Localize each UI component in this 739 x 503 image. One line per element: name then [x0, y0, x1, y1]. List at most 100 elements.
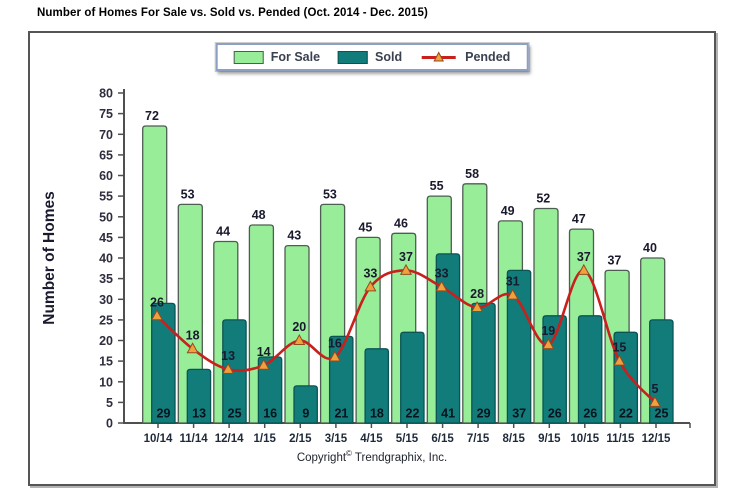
x-tick-label: 11/14 [180, 433, 209, 445]
sold-value-label: 16 [263, 407, 277, 421]
y-tick-label: 50 [99, 210, 113, 224]
pended-value-label: 26 [150, 295, 164, 309]
pended-value-label: 15 [612, 341, 626, 355]
pended-value-label: 37 [577, 250, 591, 264]
sold-value-label: 29 [157, 407, 171, 421]
legend-item-pended: Pended [420, 50, 510, 64]
y-axis-ticks: 0 5 10 15 20 25 30 35 40 45 50 55 60 65 70 75 80 [99, 87, 124, 431]
y-tick-label: 40 [99, 252, 113, 266]
for-sale-value-label: 46 [394, 216, 408, 230]
page-title: Number of Homes For Sale vs. Sold vs. Pe… [37, 7, 428, 19]
for-sale-swatch-icon [233, 50, 264, 64]
pended-value-label: 33 [435, 266, 449, 280]
for-sale-value-label: 72 [145, 109, 159, 123]
pended-value-label: 33 [363, 266, 377, 280]
pended-marker-icon [222, 362, 235, 374]
y-tick-label: 10 [99, 375, 113, 389]
y-tick-label: 45 [99, 231, 113, 245]
pended-value-label: 13 [221, 349, 235, 363]
sold-value-label: 29 [477, 407, 491, 421]
pended-marker-icon [257, 358, 270, 370]
for-sale-value-label: 40 [643, 241, 657, 255]
x-tick-label: 10/15 [570, 433, 599, 445]
x-tick-label: 1/15 [254, 433, 277, 445]
pended-value-label: 37 [399, 250, 413, 264]
bar-sold [151, 302, 176, 424]
chart-frame: 0 5 10 15 20 25 30 35 40 45 50 55 60 65 70 75 80 Number o… [28, 31, 716, 486]
for-sale-value-label: 45 [358, 220, 372, 234]
bar-sold [577, 315, 603, 424]
sold-value-label: 25 [228, 407, 242, 421]
y-tick-label: 0 [106, 417, 113, 431]
x-tick-label: 8/15 [503, 433, 526, 445]
y-tick-label: 20 [99, 334, 113, 348]
y-tick-label: 15 [99, 355, 113, 369]
bar-sold [613, 331, 639, 424]
bar-sold [364, 348, 390, 424]
y-tick-label: 60 [99, 169, 113, 183]
pended-marker-icon [399, 263, 413, 275]
for-sale-value-label: 37 [607, 253, 621, 267]
pended-value-label: 28 [470, 287, 484, 301]
x-tick-label: 11/15 [606, 433, 635, 445]
sold-value-label: 9 [302, 407, 309, 421]
pended-value-label: 19 [541, 324, 555, 338]
pended-marker-icon [648, 395, 662, 407]
bar-sold [257, 356, 283, 424]
for-sale-value-label: 55 [430, 179, 444, 193]
sold-value-label: 26 [583, 407, 597, 421]
for-sale-value-label: 53 [323, 187, 337, 201]
pended-marker-icon [506, 288, 519, 300]
x-tick-label: 9/15 [538, 433, 561, 445]
pended-marker-icon [150, 309, 164, 321]
bar-sold [506, 269, 532, 424]
bar-sold [293, 385, 318, 424]
y-tick-label: 5 [106, 396, 113, 410]
legend-label-pended: Pended [465, 50, 511, 64]
y-tick-label: 70 [99, 128, 113, 142]
sold-value-label: 25 [655, 407, 669, 421]
legend-item-sold: Sold [338, 50, 402, 64]
sold-value-label: 26 [548, 407, 562, 421]
pended-marker-icon [542, 338, 555, 350]
pended-marker-icon [613, 354, 626, 366]
x-tick-label: 7/15 [467, 433, 490, 445]
for-sale-value-label: 44 [216, 225, 230, 239]
pended-marker-icon [364, 280, 377, 292]
copyright-text: Copyright© Trendgraphix, Inc. [30, 450, 714, 464]
sold-value-label: 22 [406, 407, 420, 421]
for-sale-value-label: 47 [572, 212, 586, 226]
for-sale-value-label: 53 [181, 187, 195, 201]
pended-value-label: 16 [328, 337, 342, 351]
x-tick-label: 5/15 [396, 433, 419, 445]
y-axis-title: Number of Homes [41, 191, 58, 325]
x-tick-label: 10/14 [144, 433, 173, 445]
pended-marker-icon [186, 342, 199, 354]
sold-value-label: 22 [619, 407, 633, 421]
sold-value-label: 18 [370, 407, 384, 421]
x-tick-label: 12/15 [642, 433, 671, 445]
sold-value-label: 41 [441, 407, 455, 421]
y-tick-label: 30 [99, 293, 113, 307]
pended-value-label: 18 [186, 328, 200, 342]
x-tick-label: 2/15 [289, 433, 312, 445]
pended-marker-icon [471, 300, 484, 312]
bar-sold [400, 331, 425, 424]
x-axis-ticks: 10/14 11/14 12/14 1/15 2/15 3/15 4/15 5/15 6/15 7… [144, 423, 691, 445]
x-tick-label: 4/15 [360, 433, 383, 445]
y-tick-label: 35 [99, 272, 113, 286]
y-tick-label: 65 [99, 148, 113, 162]
legend-label-sold: Sold [375, 50, 403, 64]
x-tick-label: 12/14 [215, 433, 244, 445]
chart-plot: 0 5 10 15 20 25 30 35 40 45 50 55 60 65 70 75 80 Number o… [41, 87, 691, 445]
pended-value-label: 5 [652, 382, 659, 396]
copyright-prefix: Copyright [296, 452, 347, 464]
x-tick-label: 6/15 [431, 433, 454, 445]
legend-label-for-sale: For Sale [270, 50, 321, 64]
sold-swatch-icon [338, 50, 369, 64]
legend: For Sale Sold Pended [215, 43, 529, 71]
y-tick-label: 25 [99, 313, 113, 327]
for-sale-value-label: 43 [287, 229, 301, 243]
pended-marker-icon [435, 280, 448, 292]
x-tick-label: 3/15 [325, 433, 348, 445]
